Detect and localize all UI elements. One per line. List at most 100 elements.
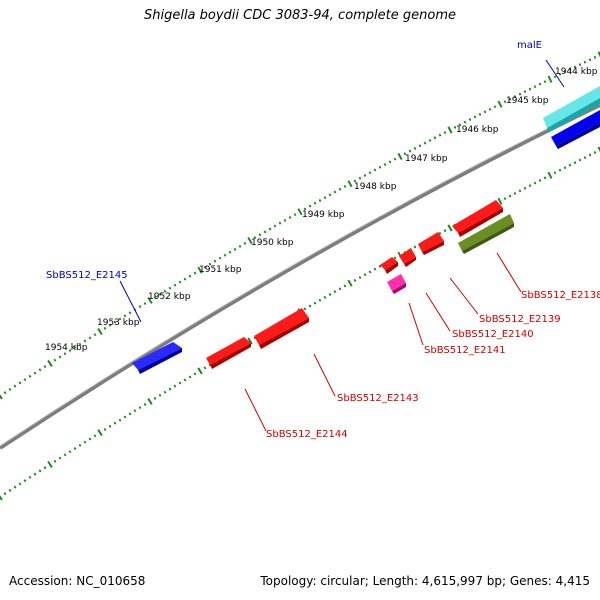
inner-ruler-minor-tick <box>83 440 87 444</box>
inner-ruler-minor-tick <box>138 406 142 410</box>
inner-ruler-minor-tick <box>118 418 122 422</box>
inner-ruler-minor-tick <box>28 475 32 479</box>
outer-ruler-minor-tick <box>488 107 492 111</box>
outer-ruler-minor-tick <box>378 165 382 169</box>
outer-ruler-minor-tick <box>288 215 292 219</box>
genome-title: Shigella boydii CDC 3083-94, complete ge… <box>143 8 457 23</box>
inner-ruler-minor-tick <box>528 184 532 188</box>
outer-ruler-minor-tick <box>68 349 72 353</box>
outer-ruler-minor-tick <box>418 144 422 148</box>
outer-ruler-minor-tick <box>328 193 332 197</box>
inner-ruler-major-tick <box>0 495 3 501</box>
label-SbBS512_E2143: SbBS512_E2143 <box>337 393 419 404</box>
gene-SbBS512_E2139b[interactable] <box>452 200 503 237</box>
inner-ruler-minor-tick <box>3 492 7 496</box>
inner-ruler-minor-tick <box>378 264 382 268</box>
inner-ruler-minor-tick <box>163 390 167 394</box>
outer-ruler-minor-tick <box>408 149 412 153</box>
outer-ruler-minor-tick <box>493 105 497 109</box>
gene-SbBS512_E2143[interactable] <box>254 308 309 349</box>
gene-malE[interactable] <box>543 86 600 132</box>
outer-ruler-minor-tick <box>118 317 122 321</box>
inner-ruler-major-tick <box>597 146 600 153</box>
inner-ruler-minor-tick <box>438 231 442 235</box>
inner-ruler-minor-tick <box>368 270 372 274</box>
outer-ruler-minor-tick <box>543 80 547 84</box>
inner-ruler-minor-tick <box>568 163 572 167</box>
outer-ruler-minor-tick <box>578 63 582 67</box>
outer-ruler-minor-tick <box>363 173 367 177</box>
outer-ruler-minor-tick <box>18 381 22 385</box>
outer-ruler-minor-tick <box>123 314 127 318</box>
outer-ruler-major-tick <box>497 100 503 108</box>
outer-ruler-minor-tick <box>273 224 277 228</box>
inner-ruler-minor-tick <box>443 229 447 233</box>
inner-ruler-minor-tick <box>43 466 47 470</box>
outer-ruler-minor-tick <box>8 387 12 391</box>
gene-SbBS512_E2139[interactable] <box>418 232 444 255</box>
inner-ruler-major-tick <box>247 337 253 345</box>
outer-ruler-minor-tick <box>508 97 512 101</box>
inner-ruler-minor-tick <box>73 447 77 450</box>
inner-ruler-minor-tick <box>38 469 42 473</box>
outer-ruler-minor-tick <box>528 87 532 91</box>
inner-ruler-minor-tick <box>333 290 337 294</box>
gene-SbBS512_E2144[interactable] <box>206 337 251 369</box>
outer-ruler-minor-tick <box>218 256 222 260</box>
outer-ruler-major-tick <box>147 296 153 304</box>
gene-SbBS512_E2140[interactable] <box>399 248 416 267</box>
outer-ruler-major-tick <box>0 394 3 400</box>
inner-ruler-minor-tick <box>413 245 417 249</box>
inner-ruler-minor-tick <box>153 396 157 400</box>
outer-ruler-minor-tick <box>478 112 482 116</box>
outer-ruler-minor-tick <box>73 345 77 349</box>
outer-ruler-minor-tick <box>333 190 337 194</box>
outer-ruler-minor-tick <box>458 123 462 127</box>
inner-ruler-minor-tick <box>508 194 512 198</box>
outer-ruler-minor-tick <box>523 90 527 94</box>
outer-ruler-minor-tick <box>103 326 107 330</box>
inner-ruler-minor-tick <box>593 151 597 154</box>
outer-ruler-minor-tick <box>163 289 167 293</box>
inner-ruler-minor-tick <box>323 295 327 299</box>
outer-ruler-minor-tick <box>63 352 67 356</box>
gene-blue-right[interactable] <box>551 110 600 149</box>
ruler-label-1947: 1947 kbp <box>405 154 448 164</box>
outer-ruler-minor-tick <box>88 336 92 340</box>
outer-ruler-minor-tick <box>243 241 247 245</box>
ruler-label-1949: 1949 kbp <box>302 210 345 220</box>
outer-ruler-minor-tick <box>143 302 147 305</box>
outer-ruler-minor-tick <box>518 92 522 96</box>
gene-SbBS512_E2142[interactable] <box>380 257 398 274</box>
label-SbBS512_E2145: SbBS512_E2145 <box>46 270 128 281</box>
gene-SbBS512_E2141[interactable] <box>387 274 406 294</box>
outer-ruler-minor-tick <box>278 221 282 225</box>
outer-ruler-minor-tick <box>338 187 342 191</box>
inner-ruler-minor-tick <box>63 453 67 457</box>
outer-ruler-minor-tick <box>388 160 392 164</box>
gene-SbBS512_E2145[interactable] <box>132 342 182 374</box>
inner-ruler-minor-tick <box>123 415 127 419</box>
inner-ruler-major-tick <box>347 279 353 287</box>
outer-ruler-minor-tick <box>78 342 82 346</box>
outer-ruler-minor-tick <box>553 75 557 79</box>
inner-ruler-minor-tick <box>158 393 162 397</box>
inner-ruler-minor-tick <box>583 156 587 159</box>
outer-ruler-minor-tick <box>213 259 217 263</box>
inner-ruler-minor-tick <box>313 301 317 305</box>
genome-summary-text: Topology: circular; Length: 4,615,997 bp… <box>260 574 590 588</box>
outer-ruler-minor-tick <box>588 58 592 62</box>
outer-ruler-minor-tick <box>358 176 362 180</box>
ruler-label-1948: 1948 kbp <box>354 182 397 192</box>
outer-ruler-minor-tick <box>483 110 487 114</box>
inner-ruler-minor-tick <box>23 479 27 483</box>
inner-ruler-minor-tick <box>328 293 332 297</box>
outer-ruler-minor-tick <box>538 82 542 86</box>
inner-ruler-minor-tick <box>68 450 72 454</box>
gene-SbBS512_E2138[interactable] <box>458 214 514 254</box>
inner-ruler-minor-tick <box>373 267 377 271</box>
outer-ruler-minor-tick <box>533 85 537 89</box>
inner-ruler-major-tick <box>547 171 553 179</box>
label-SbBS512_E2141: SbBS512_E2141 <box>424 345 506 356</box>
